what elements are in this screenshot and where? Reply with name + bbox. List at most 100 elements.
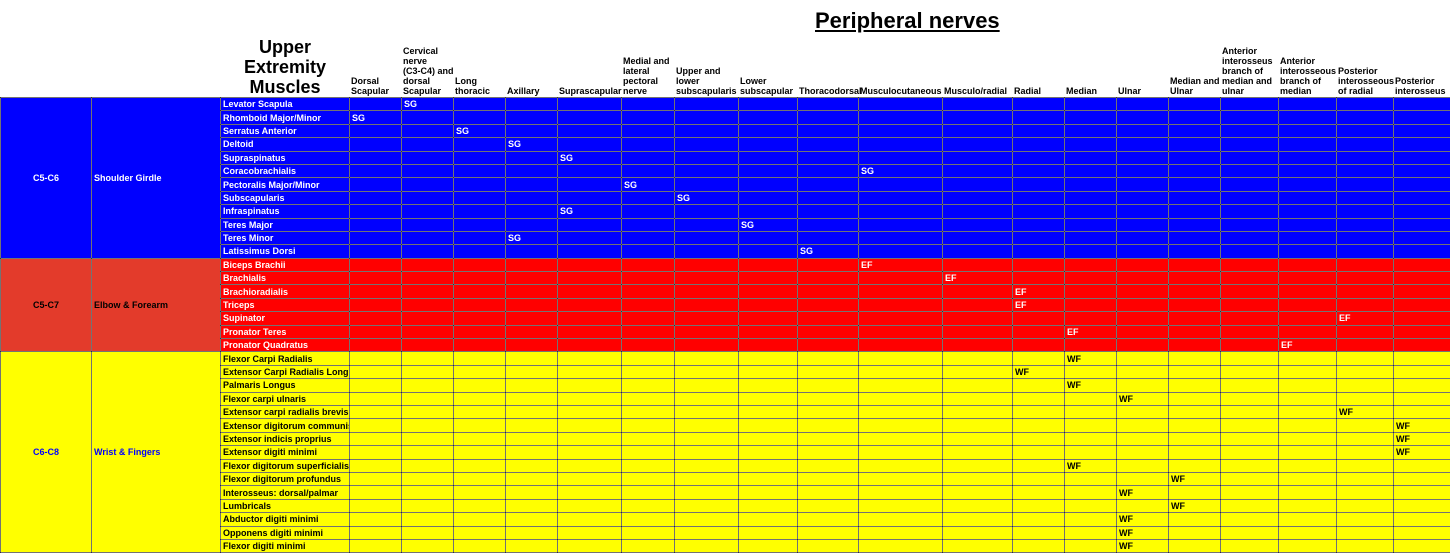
empty-cell: [401, 311, 454, 326]
nerve-root-label: C5-C6: [0, 97, 92, 259]
empty-cell: [621, 150, 675, 165]
nerve-header: Medial and lateral pectoral nerve: [623, 56, 670, 96]
innervation-code: SG: [453, 123, 506, 139]
empty-cell: [621, 271, 675, 286]
empty-cell: [1278, 110, 1337, 125]
empty-cell: [401, 230, 454, 246]
empty-cell: [674, 485, 739, 500]
empty-cell: [349, 351, 402, 366]
muscle-name: Teres Major: [220, 217, 350, 232]
empty-cell: [942, 110, 1013, 125]
empty-cell: [1393, 498, 1450, 514]
empty-cell: [1220, 284, 1279, 299]
empty-cell: [1012, 96, 1065, 112]
empty-cell: [1168, 204, 1221, 219]
region-label: Shoulder Girdle: [91, 97, 221, 259]
empty-cell: [1116, 150, 1169, 165]
empty-cell: [1012, 338, 1065, 353]
muscle-name: Subscapularis: [220, 190, 350, 206]
empty-cell: [349, 204, 402, 219]
empty-cell: [1116, 338, 1169, 353]
empty-cell: [1220, 471, 1279, 487]
table-row: Infraspinatus SG: [1, 204, 1450, 219]
empty-cell: [1064, 137, 1117, 152]
empty-cell: [942, 404, 1013, 420]
empty-cell: [621, 512, 675, 527]
innervation-code: WF: [1116, 538, 1169, 554]
empty-cell: [1116, 123, 1169, 139]
muscle-name: Flexor Carpi Radialis: [220, 351, 350, 366]
empty-cell: [621, 163, 675, 179]
empty-cell: [942, 204, 1013, 219]
muscle-name: Flexor digiti minimi: [220, 538, 350, 554]
empty-cell: [349, 190, 402, 206]
empty-cell: [797, 431, 859, 447]
nerve-header: Musculo/radial: [944, 86, 1008, 96]
empty-cell: [797, 485, 859, 500]
empty-cell: [1116, 204, 1169, 219]
empty-cell: [349, 391, 402, 406]
empty-cell: [1116, 324, 1169, 340]
empty-cell: [621, 471, 675, 487]
empty-cell: [505, 150, 558, 165]
empty-cell: [738, 445, 798, 460]
muscle-name: Deltoid: [220, 137, 350, 152]
empty-cell: [505, 123, 558, 139]
empty-cell: [505, 297, 558, 313]
empty-cell: [942, 230, 1013, 246]
empty-cell: [621, 96, 675, 112]
empty-cell: [674, 525, 739, 540]
empty-cell: [1116, 404, 1169, 420]
empty-cell: [453, 257, 506, 273]
table-row: Extensor digiti minimi WF: [1, 445, 1450, 460]
table-row: Pectoralis Major/Minor SG: [1, 177, 1450, 192]
empty-cell: [1220, 163, 1279, 179]
empty-cell: [1278, 217, 1337, 232]
innervation-code: EF: [942, 271, 1013, 286]
empty-cell: [557, 284, 622, 299]
empty-cell: [858, 150, 943, 165]
empty-cell: [453, 297, 506, 313]
empty-cell: [1012, 123, 1065, 139]
empty-cell: [401, 512, 454, 527]
empty-cell: [1336, 244, 1394, 259]
empty-cell: [1220, 391, 1279, 406]
empty-cell: [401, 338, 454, 353]
muscle-name: Abductor digiti minimi: [220, 512, 350, 527]
empty-cell: [738, 190, 798, 206]
muscle-name: Pronator Teres: [220, 324, 350, 340]
empty-cell: [797, 418, 859, 433]
empty-cell: [858, 378, 943, 393]
muscle-name: Extensor digitorum communis: [220, 418, 350, 433]
empty-cell: [557, 351, 622, 366]
empty-cell: [401, 485, 454, 500]
muscle-name: Serratus Anterior: [220, 123, 350, 139]
nerve-header: Dorsal Scapular: [351, 76, 390, 96]
empty-cell: [858, 471, 943, 487]
empty-cell: [1116, 137, 1169, 152]
empty-cell: [557, 177, 622, 192]
empty-cell: [1393, 177, 1450, 192]
empty-cell: [942, 525, 1013, 540]
table-subtitle: Upper Extremity Muscles: [243, 37, 327, 97]
empty-cell: [942, 96, 1013, 112]
innervation-code: SG: [858, 163, 943, 179]
empty-cell: [505, 458, 558, 473]
empty-cell: [505, 177, 558, 192]
empty-cell: [1278, 204, 1337, 219]
empty-cell: [1220, 418, 1279, 433]
muscle-name: Flexor digitorum superficialis: [220, 458, 350, 473]
empty-cell: [738, 271, 798, 286]
empty-cell: [1012, 110, 1065, 125]
empty-cell: [1064, 538, 1117, 554]
empty-cell: [1012, 485, 1065, 500]
empty-cell: [1168, 485, 1221, 500]
empty-cell: [1336, 525, 1394, 540]
empty-cell: [349, 324, 402, 340]
empty-cell: [1012, 137, 1065, 152]
empty-cell: [1116, 418, 1169, 433]
empty-cell: [738, 364, 798, 380]
empty-cell: [557, 458, 622, 473]
nerve-header: Anterior interosseous branch of median: [1280, 56, 1337, 96]
empty-cell: [738, 471, 798, 487]
